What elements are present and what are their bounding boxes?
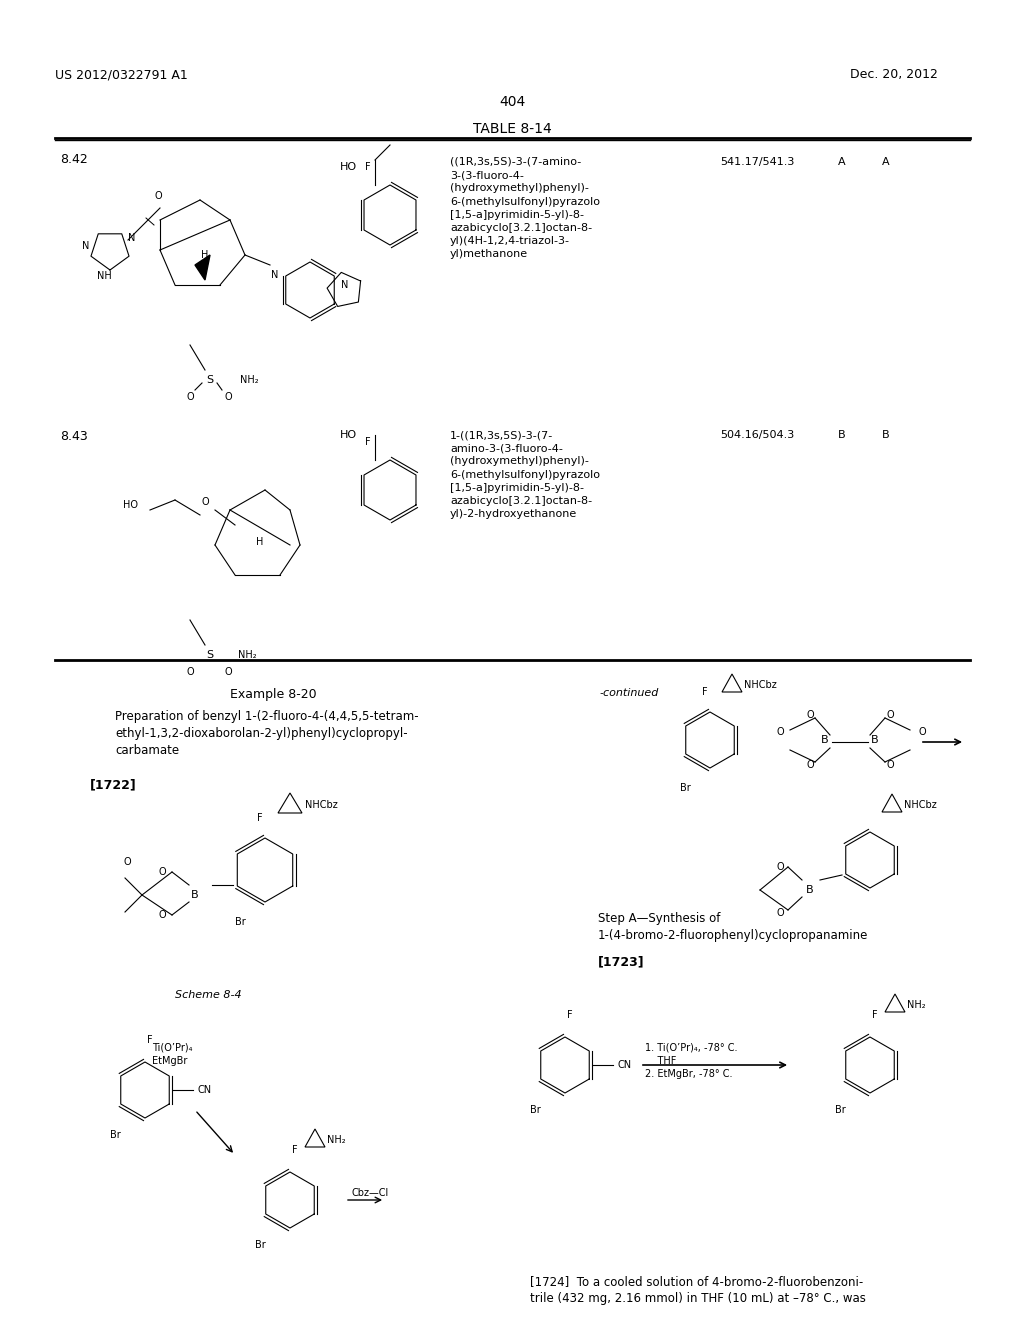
- Text: CN: CN: [617, 1060, 631, 1071]
- Text: Br: Br: [680, 783, 690, 793]
- Text: HO: HO: [340, 162, 357, 172]
- Text: O: O: [201, 498, 209, 507]
- Text: Step A—Synthesis of
1-(4-bromo-2-fluorophenyl)cyclopropanamine: Step A—Synthesis of 1-(4-bromo-2-fluorop…: [598, 912, 868, 942]
- Text: B: B: [882, 430, 890, 440]
- Text: F: F: [292, 1144, 298, 1155]
- Text: 1-((1R,3s,5S)-3-(7-
amino-3-(3-fluoro-4-
(hydroxymethyl)phenyl)-
6-(methylsulfon: 1-((1R,3s,5S)-3-(7- amino-3-(3-fluoro-4-…: [450, 430, 600, 519]
- Text: NH₂: NH₂: [238, 649, 257, 660]
- Text: N: N: [271, 271, 279, 280]
- Text: Br: Br: [529, 1105, 541, 1115]
- Text: [1722]: [1722]: [90, 777, 137, 791]
- Polygon shape: [195, 255, 210, 280]
- Text: HO: HO: [123, 500, 137, 510]
- Text: ((1R,3s,5S)-3-(7-amino-
3-(3-fluoro-4-
(hydroxymethyl)phenyl)-
6-(methylsulfonyl: ((1R,3s,5S)-3-(7-amino- 3-(3-fluoro-4- (…: [450, 157, 600, 260]
- Text: A: A: [882, 157, 890, 168]
- Text: 8.42: 8.42: [60, 153, 88, 166]
- Text: O: O: [158, 909, 166, 920]
- Text: A: A: [838, 157, 846, 168]
- Text: H: H: [202, 249, 209, 260]
- Text: Br: Br: [835, 1105, 846, 1115]
- Text: O: O: [186, 392, 194, 403]
- Text: O: O: [886, 710, 894, 719]
- Text: 8.43: 8.43: [60, 430, 88, 444]
- Text: 541.17/541.3: 541.17/541.3: [720, 157, 795, 168]
- Text: O: O: [806, 760, 814, 770]
- Text: NH₂: NH₂: [327, 1135, 346, 1144]
- Text: O: O: [224, 392, 231, 403]
- Text: Cbz—Cl: Cbz—Cl: [352, 1188, 389, 1199]
- Text: TABLE 8-14: TABLE 8-14: [473, 121, 551, 136]
- Text: B: B: [871, 735, 879, 744]
- Text: F: F: [147, 1035, 153, 1045]
- Text: B: B: [806, 884, 814, 895]
- Text: CN: CN: [197, 1085, 211, 1096]
- Text: US 2012/0322791 A1: US 2012/0322791 A1: [55, 69, 187, 81]
- Text: N: N: [128, 234, 136, 243]
- Text: Scheme 8-4: Scheme 8-4: [175, 990, 242, 1001]
- Text: O: O: [886, 760, 894, 770]
- Text: NHCbz: NHCbz: [744, 680, 777, 690]
- Text: B: B: [821, 735, 828, 744]
- Text: O: O: [776, 862, 783, 873]
- Text: Br: Br: [255, 1239, 265, 1250]
- Text: O: O: [776, 908, 783, 917]
- Text: HO: HO: [340, 430, 357, 440]
- Text: O: O: [186, 667, 194, 677]
- Text: F: F: [872, 1010, 878, 1020]
- Text: 504.16/504.3: 504.16/504.3: [720, 430, 795, 440]
- Text: 1. Ti(O’Pr)₄, -78° C.
    THF
2. EtMgBr, -78° C.: 1. Ti(O’Pr)₄, -78° C. THF 2. EtMgBr, -78…: [645, 1043, 737, 1080]
- Text: [1724]  To a cooled solution of 4-bromo-2-fluorobenzoni-
trile (432 mg, 2.16 mmo: [1724] To a cooled solution of 4-bromo-2…: [530, 1275, 866, 1305]
- Text: H: H: [256, 537, 264, 546]
- Text: O: O: [224, 667, 231, 677]
- Text: F: F: [366, 162, 371, 172]
- Text: N: N: [341, 280, 349, 290]
- Text: Ti(O’Pr)₄
EtMgBr: Ti(O’Pr)₄ EtMgBr: [152, 1041, 193, 1067]
- Text: NHCbz: NHCbz: [305, 800, 338, 810]
- Text: -continued: -continued: [600, 688, 659, 698]
- Text: Dec. 20, 2012: Dec. 20, 2012: [850, 69, 938, 81]
- Text: O: O: [123, 857, 131, 867]
- Text: [1723]: [1723]: [598, 954, 645, 968]
- Text: NH₂: NH₂: [240, 375, 259, 385]
- Text: Example 8-20: Example 8-20: [230, 688, 316, 701]
- Text: B: B: [191, 890, 199, 900]
- Text: Preparation of benzyl 1-(2-fluoro-4-(4,4,5,5-tetram-
ethyl-1,3,2-dioxaborolan-2-: Preparation of benzyl 1-(2-fluoro-4-(4,4…: [115, 710, 419, 756]
- Text: NHCbz: NHCbz: [904, 800, 937, 810]
- Text: 404: 404: [499, 95, 525, 110]
- Text: O: O: [806, 710, 814, 719]
- Text: S: S: [207, 375, 214, 385]
- Text: F: F: [366, 437, 371, 447]
- Text: Br: Br: [234, 917, 246, 927]
- Text: B: B: [838, 430, 846, 440]
- Text: S: S: [207, 649, 214, 660]
- Text: F: F: [567, 1010, 572, 1020]
- Text: NH₂: NH₂: [907, 1001, 926, 1010]
- Text: N: N: [82, 242, 90, 251]
- Text: Br: Br: [110, 1130, 121, 1140]
- Text: F: F: [702, 686, 708, 697]
- Text: F: F: [257, 813, 263, 822]
- Text: O: O: [158, 867, 166, 876]
- Text: NH: NH: [96, 271, 112, 281]
- Text: O: O: [776, 727, 783, 737]
- Text: O: O: [155, 191, 162, 201]
- Text: O: O: [919, 727, 926, 737]
